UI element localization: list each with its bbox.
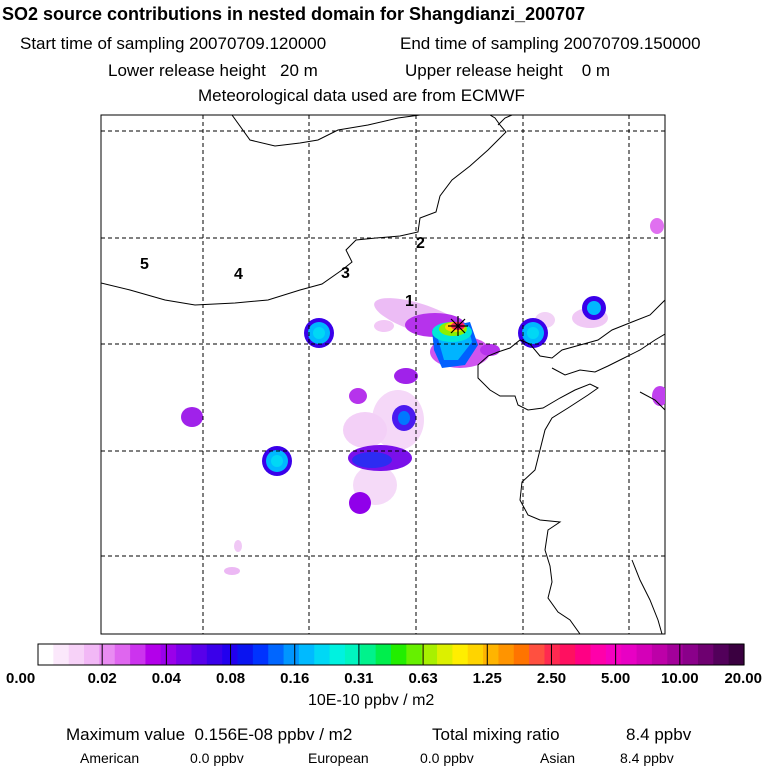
colorbar-tick-label: 0.00 [6, 670, 35, 687]
asian-value: 8.4 ppbv [620, 750, 674, 766]
colorbar-tick-label: 0.63 [408, 670, 437, 687]
european-value: 0.0 ppbv [420, 750, 474, 766]
colorbar-swatch [191, 644, 208, 665]
plume-layer [181, 218, 665, 575]
colorbar-swatch [651, 644, 668, 665]
colorbar-swatches [38, 644, 745, 665]
station-marker-icon [448, 316, 468, 336]
colorbar-swatch [130, 644, 147, 665]
colorbar-swatch [344, 644, 361, 665]
colorbar-tick-label: 0.16 [280, 670, 309, 687]
colorbar-swatch [145, 644, 162, 665]
colorbar-swatch [375, 644, 392, 665]
total-mixing-ratio-value: 8.4 ppbv [626, 725, 692, 744]
american-value: 0.0 ppbv [190, 750, 244, 766]
colorbar-swatch [483, 644, 500, 665]
region-label-4: 4 [234, 266, 243, 283]
asian-label: Asian [540, 750, 576, 766]
colorbar-swatch [53, 644, 70, 665]
grid-lines [101, 115, 665, 634]
map-frame [100, 114, 666, 635]
colorbar-swatch [206, 644, 223, 665]
colorbar-swatch [298, 644, 315, 665]
colorbar-tick-label: 10.00 [661, 670, 699, 687]
upper-release-height-label: Upper release height 0 m [405, 61, 611, 80]
colorbar-tick-label: 0.08 [216, 670, 245, 687]
colorbar-swatch [283, 644, 300, 665]
colorbar-units: 10E-10 ppbv / m2 [308, 692, 435, 709]
colorbar-swatch [99, 644, 116, 665]
colorbar-swatch [237, 644, 254, 665]
colorbar-swatch [636, 644, 653, 665]
colorbar-swatch [176, 644, 193, 665]
american-label: American [80, 750, 140, 766]
region-label-1: 1 [405, 293, 414, 310]
region-label-5: 5 [140, 256, 149, 273]
colorbar-swatch [160, 644, 177, 665]
colorbar-swatch [498, 644, 515, 665]
colorbar-swatch [329, 644, 346, 665]
colorbar-swatch [391, 644, 407, 665]
colorbar-swatch [667, 644, 684, 665]
colorbar-tick-label: 1.25 [473, 670, 502, 687]
colorbar-swatch [559, 644, 576, 665]
colorbar-swatch [621, 644, 638, 665]
region-label-2: 2 [416, 235, 425, 252]
met-data-label: Meteorological data used are from ECMWF [198, 86, 525, 105]
total-mixing-ratio-label: Total mixing ratio [432, 725, 560, 744]
colorbar-swatch [697, 644, 714, 665]
colorbar-swatch [437, 644, 453, 665]
colorbar-swatch [467, 644, 484, 665]
colorbar-swatch [360, 644, 377, 665]
colorbar-swatch [452, 644, 469, 665]
colorbar-swatch [713, 644, 730, 665]
colorbar-swatch [114, 644, 131, 665]
european-label: European [308, 750, 369, 766]
colorbar-tick-label: 2.50 [537, 670, 566, 687]
colorbar-swatch [252, 644, 269, 665]
colorbar-swatch [513, 644, 530, 665]
colorbar-tick-label: 0.31 [344, 670, 373, 687]
colorbar-tick-label: 20.00 [724, 670, 762, 687]
colorbar-swatch [605, 644, 622, 665]
colorbar-tick-label: 0.04 [152, 670, 182, 687]
max-value-label: Maximum value 0.156E-08 ppbv / m2 [66, 725, 353, 744]
start-time-label: Start time of sampling 20070709.120000 [20, 34, 327, 53]
colorbar-swatch [575, 644, 592, 665]
colorbar-swatch [268, 644, 285, 665]
end-time-label: End time of sampling 20070709.150000 [400, 34, 701, 53]
colorbar-frame [37, 643, 745, 666]
colorbar-swatch [529, 644, 546, 665]
colorbar-swatch [544, 644, 561, 665]
colorbar-swatch [68, 644, 85, 665]
region-label-3: 3 [341, 265, 350, 282]
chart-title: SO2 source contributions in nested domai… [2, 4, 586, 24]
colorbar-swatch [590, 644, 607, 665]
colorbar-tick-labels: 0.00 0.02 0.04 0.08 0.16 0.31 0.63 1.25 2.50 5.00… [6, 670, 762, 687]
colorbar-swatch [84, 644, 100, 665]
colorbar-swatch [406, 644, 423, 665]
colorbar-tick-label: 5.00 [601, 670, 630, 687]
colorbar-tick-label: 0.02 [88, 670, 117, 687]
colorbar-swatch [314, 644, 331, 665]
colorbar-swatch [421, 644, 438, 665]
coastline [101, 115, 665, 634]
colorbar-swatch [728, 644, 745, 665]
colorbar-swatch [682, 644, 699, 665]
lower-release-height-label: Lower release height 20 m [108, 61, 318, 80]
colorbar-swatch [38, 644, 54, 665]
